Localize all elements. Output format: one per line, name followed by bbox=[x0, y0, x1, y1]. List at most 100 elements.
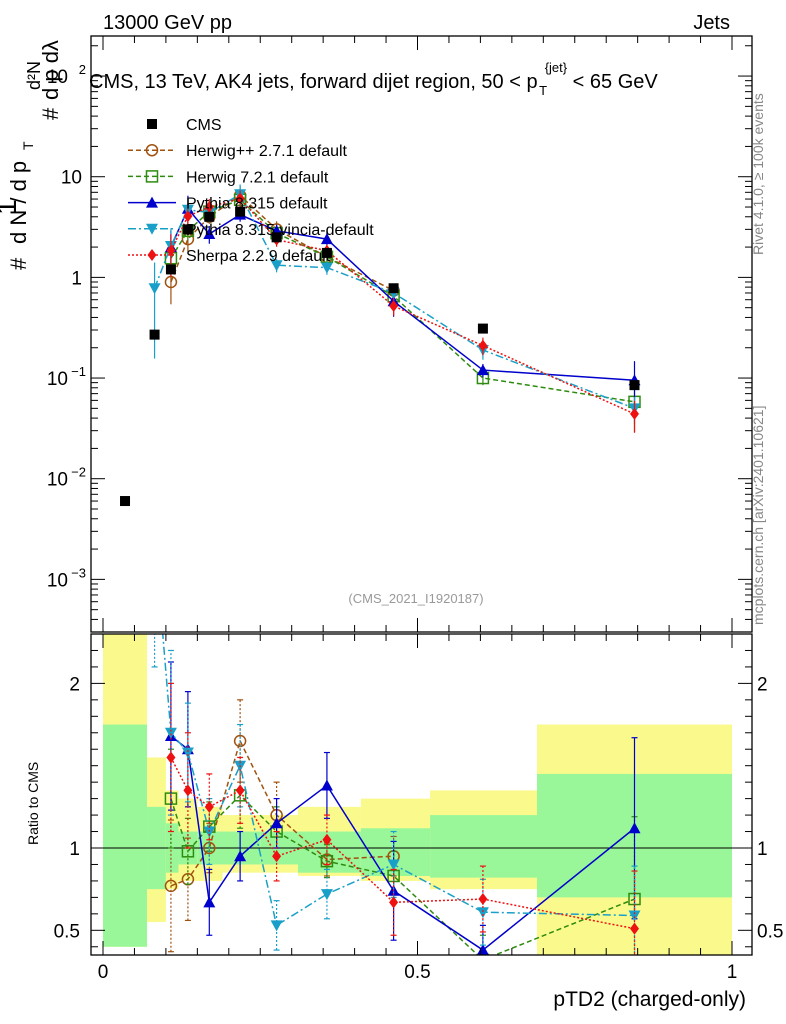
ratio-point bbox=[478, 893, 488, 906]
svg-text:d p dλ: d p dλ bbox=[38, 40, 63, 100]
x-tick-label: 0.5 bbox=[404, 962, 430, 983]
legend-label: Pythia 8.315 vincia-default bbox=[186, 222, 374, 239]
main-line-herwig-7-2-1-default bbox=[170, 198, 635, 403]
ratio-tick-label: 0.5 bbox=[54, 921, 80, 942]
ratio-tick-label-right: 2 bbox=[757, 674, 768, 695]
y-tick-exponent: −2 bbox=[71, 465, 86, 480]
svg-text:d²N: d²N bbox=[24, 61, 44, 90]
main-line-pythia-8-315-vincia-default bbox=[153, 193, 635, 410]
header-left: 13000 GeV pp bbox=[103, 12, 232, 34]
main-point bbox=[630, 407, 640, 420]
y-tick-exponent: 2 bbox=[79, 62, 86, 77]
band-inner bbox=[430, 815, 538, 878]
ratio-panel-frame bbox=[90, 633, 753, 956]
ratio-point bbox=[203, 826, 216, 838]
y-tick-label: 10 bbox=[61, 168, 82, 189]
ratio-point bbox=[628, 910, 641, 922]
svg-text:#: # bbox=[38, 107, 63, 120]
data-point bbox=[388, 283, 399, 294]
data-point bbox=[629, 380, 640, 391]
y-tick-exponent: −1 bbox=[71, 364, 86, 379]
ratio-point bbox=[476, 907, 489, 919]
legend-label: Pythia 8.315 default bbox=[186, 196, 328, 213]
y-tick-label: 10 bbox=[47, 470, 68, 491]
svg-text:d N / d p: d N / d p bbox=[6, 161, 31, 244]
x-axis-label: pTD2 (charged-only) bbox=[553, 988, 746, 1011]
main-point bbox=[183, 210, 193, 223]
ratio-point bbox=[628, 822, 641, 834]
ratio-axis-label: Ratio to CMS bbox=[25, 762, 41, 845]
main-point bbox=[235, 192, 245, 205]
main-point bbox=[203, 227, 216, 239]
data-point bbox=[321, 247, 332, 258]
ratio-point bbox=[166, 751, 176, 764]
main-point bbox=[166, 244, 176, 257]
ratio-point bbox=[387, 859, 400, 871]
svg-text:T: T bbox=[20, 141, 36, 150]
y-tick-label: 10 bbox=[47, 67, 68, 88]
y-axis-label: # d N / d p T 1 # d p dλ d²N bbox=[0, 40, 63, 270]
ratio-point bbox=[476, 953, 490, 955]
data-point bbox=[165, 264, 176, 275]
x-tick-label: 1 bbox=[727, 962, 738, 983]
ratio-point bbox=[234, 850, 247, 862]
mcplots-label: mcplots.cern.ch [arXiv:2401.10621] bbox=[750, 406, 766, 625]
data-point bbox=[271, 232, 282, 243]
main-point bbox=[148, 283, 161, 295]
ratio-line-herwig-7-2-1-default bbox=[170, 794, 635, 955]
band-inner bbox=[103, 724, 148, 947]
ratio-point bbox=[181, 845, 195, 858]
ratio-line-pythia-8-315-vincia-default bbox=[162, 634, 635, 927]
y-tick-label: 1 bbox=[71, 268, 82, 289]
legend-marker bbox=[147, 249, 157, 261]
y-tick-exponent: −3 bbox=[71, 565, 86, 580]
ratio-point bbox=[272, 850, 282, 863]
ratio-point bbox=[320, 889, 333, 901]
ratio-point bbox=[322, 833, 332, 846]
ratio-tick-label-right: 1 bbox=[757, 839, 768, 860]
uncertainty-bands bbox=[91, 634, 752, 955]
ratio-point bbox=[630, 922, 640, 935]
ratio-point bbox=[164, 879, 178, 893]
data-point bbox=[120, 496, 131, 507]
main-plot-series bbox=[120, 184, 641, 507]
plot-title: CMS, 13 TeV, AK4 jets, forward dijet reg… bbox=[89, 55, 658, 100]
ratio-tick-label-right: 0.5 bbox=[757, 921, 783, 942]
legend-label: Sherpa 2.2.9 default bbox=[186, 248, 331, 265]
main-point bbox=[204, 201, 214, 214]
ratio-point bbox=[270, 920, 283, 932]
y-tick-label: 10 bbox=[47, 570, 68, 591]
data-point bbox=[477, 323, 488, 334]
main-point bbox=[476, 364, 489, 376]
svg-text:#: # bbox=[6, 257, 31, 270]
main-point bbox=[270, 260, 283, 272]
main-point bbox=[320, 233, 333, 245]
ratio-point bbox=[235, 784, 245, 797]
legend-label: Herwig++ 2.7.1 default bbox=[186, 143, 348, 160]
main-point bbox=[478, 339, 488, 352]
legend-marker bbox=[147, 119, 157, 129]
legend-marker bbox=[145, 143, 159, 157]
data-point bbox=[149, 329, 160, 340]
header-right: Jets bbox=[693, 12, 730, 34]
legend-label: Herwig 7.2.1 default bbox=[186, 169, 329, 186]
ratio-point bbox=[149, 530, 161, 541]
ratio-tick-label: 1 bbox=[69, 839, 80, 860]
legend-marker bbox=[146, 223, 158, 235]
main-panel-frame bbox=[90, 35, 753, 633]
main-point bbox=[389, 299, 399, 312]
data-point bbox=[182, 224, 193, 235]
ratio-plot-series bbox=[149, 530, 641, 955]
ratio-point bbox=[181, 747, 194, 759]
rivet-label: Rivet 4.1.0, ≥ 100k events bbox=[750, 93, 766, 255]
legend-marker bbox=[146, 196, 158, 208]
analysis-id: (CMS_2021_I1920187) bbox=[348, 591, 483, 606]
main-point bbox=[320, 262, 333, 274]
legend: CMS Herwig++ 2.7.1 default Herwig 7.2.1 de… bbox=[128, 117, 374, 265]
legend-label: CMS bbox=[186, 117, 222, 134]
x-tick-label: 0 bbox=[98, 962, 109, 983]
ratio-point bbox=[320, 779, 333, 791]
data-point bbox=[204, 211, 215, 222]
data-point bbox=[235, 206, 246, 217]
svg-text:1: 1 bbox=[0, 199, 22, 215]
